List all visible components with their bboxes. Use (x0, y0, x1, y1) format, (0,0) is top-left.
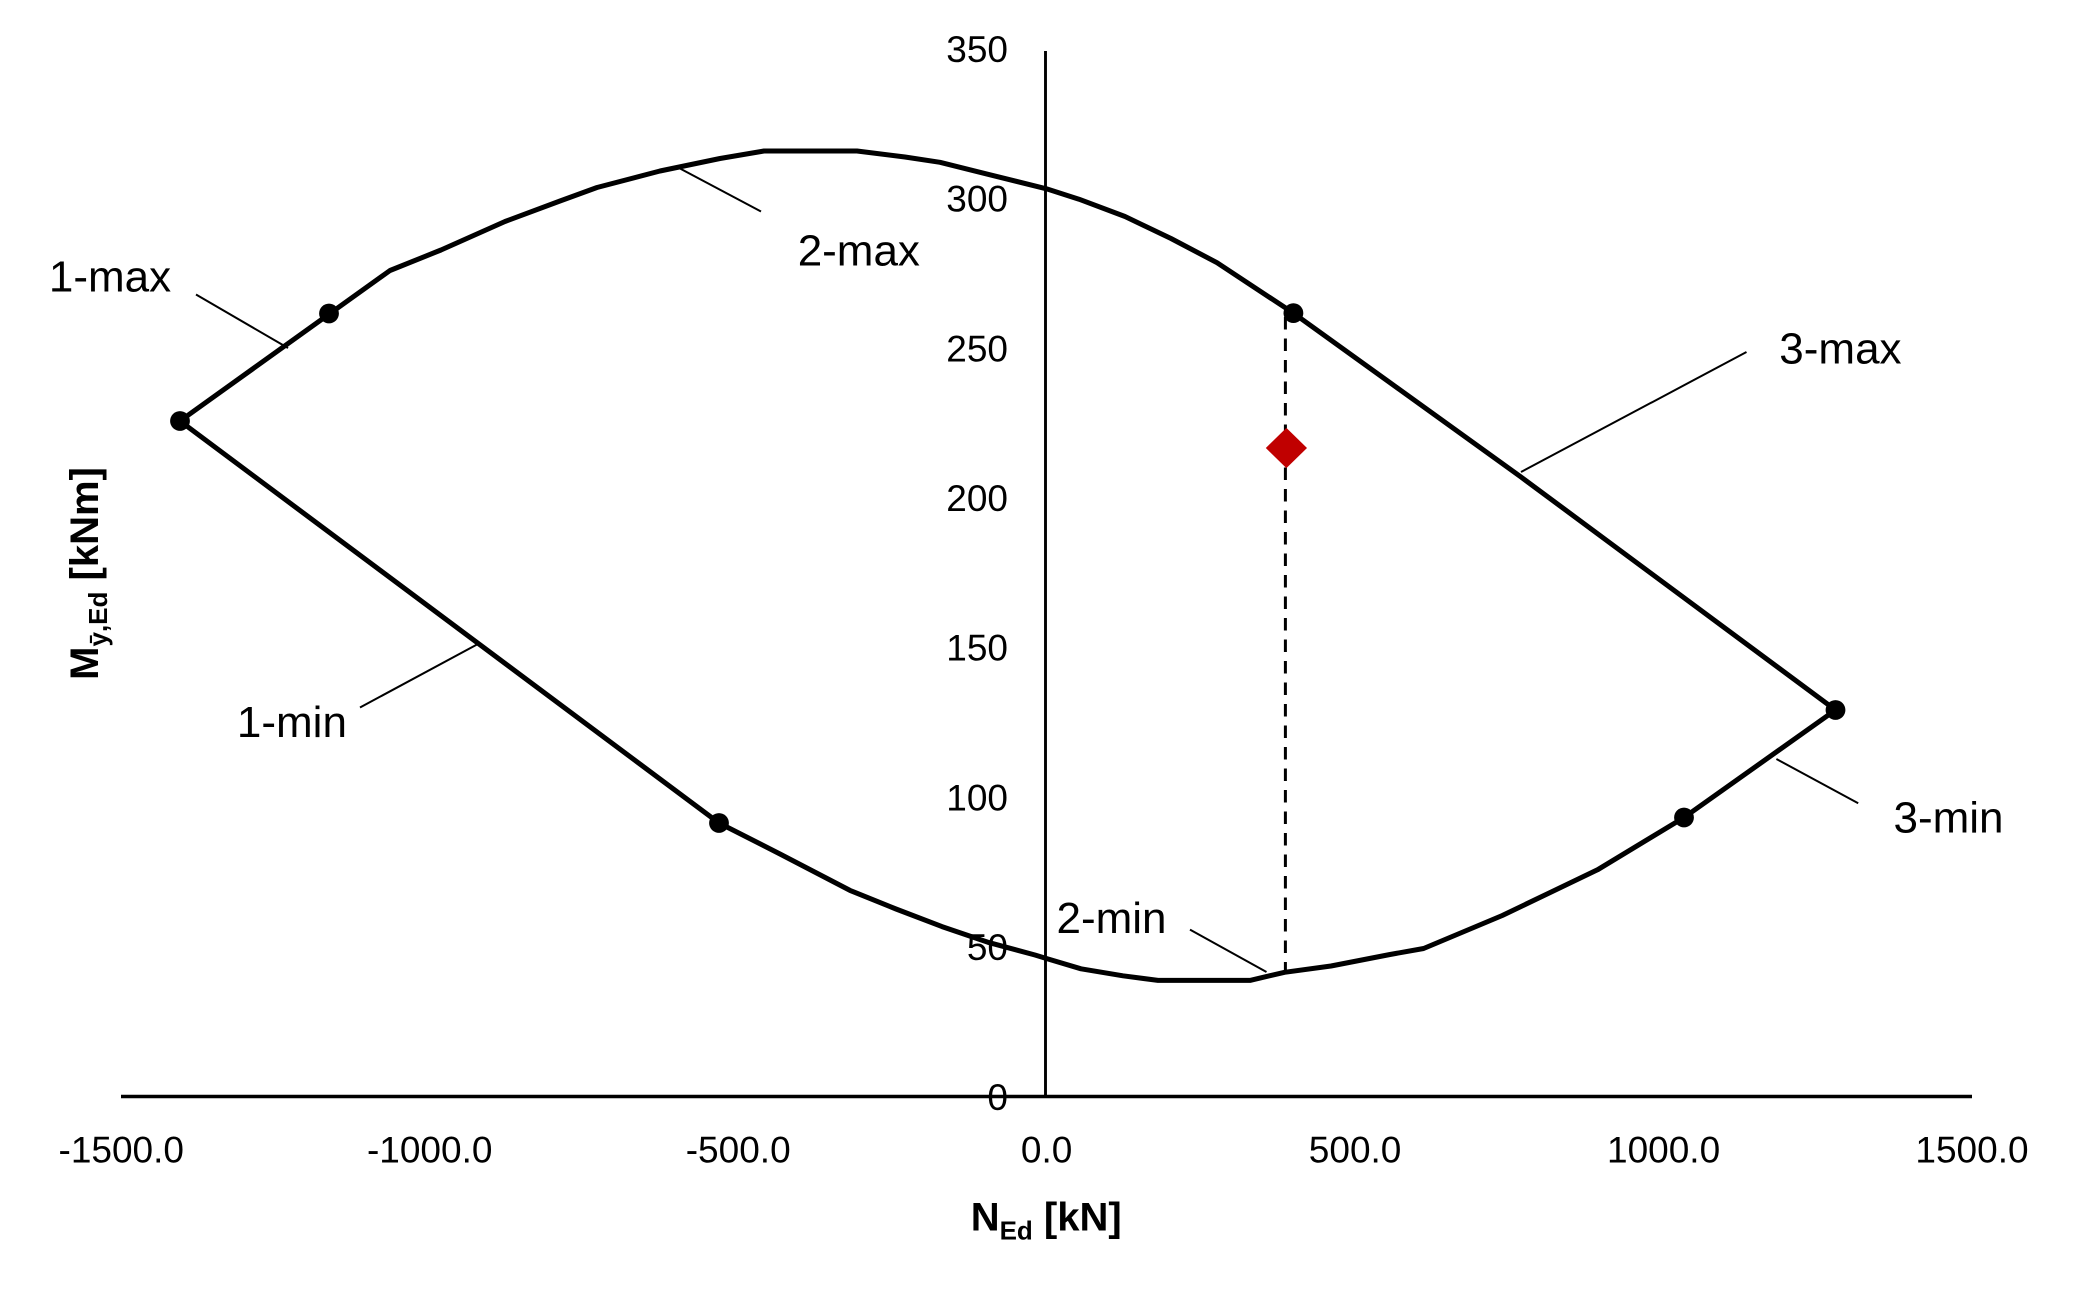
svg-text:1-max: 1-max (49, 253, 171, 302)
svg-text:350: 350 (946, 29, 1008, 70)
svg-text:250: 250 (946, 328, 1008, 369)
svg-text:0: 0 (987, 1077, 1008, 1118)
svg-text:2-max: 2-max (798, 227, 920, 276)
svg-text:0.0: 0.0 (1021, 1130, 1072, 1171)
svg-text:100: 100 (946, 777, 1008, 818)
svg-text:3-max: 3-max (1779, 325, 1901, 374)
svg-text:1000.0: 1000.0 (1607, 1130, 1720, 1171)
svg-text:1-min: 1-min (237, 698, 347, 747)
svg-text:NEd [kN]: NEd [kN] (971, 1196, 1122, 1246)
svg-text:3-min: 3-min (1894, 793, 2004, 842)
svg-text:300: 300 (946, 179, 1008, 220)
svg-text:150: 150 (946, 628, 1008, 669)
svg-text:-1000.0: -1000.0 (367, 1130, 493, 1171)
svg-text:1500.0: 1500.0 (1915, 1130, 2028, 1171)
svg-text:500.0: 500.0 (1309, 1130, 1402, 1171)
svg-text:200: 200 (946, 478, 1008, 519)
svg-text:-500.0: -500.0 (686, 1130, 791, 1171)
svg-text:50: 50 (967, 927, 1008, 968)
svg-text:2-min: 2-min (1057, 894, 1167, 943)
svg-text:-1500.0: -1500.0 (59, 1130, 185, 1171)
svg-text:Mȳ,Ed [kNm]: Mȳ,Ed [kNm] (63, 467, 113, 680)
